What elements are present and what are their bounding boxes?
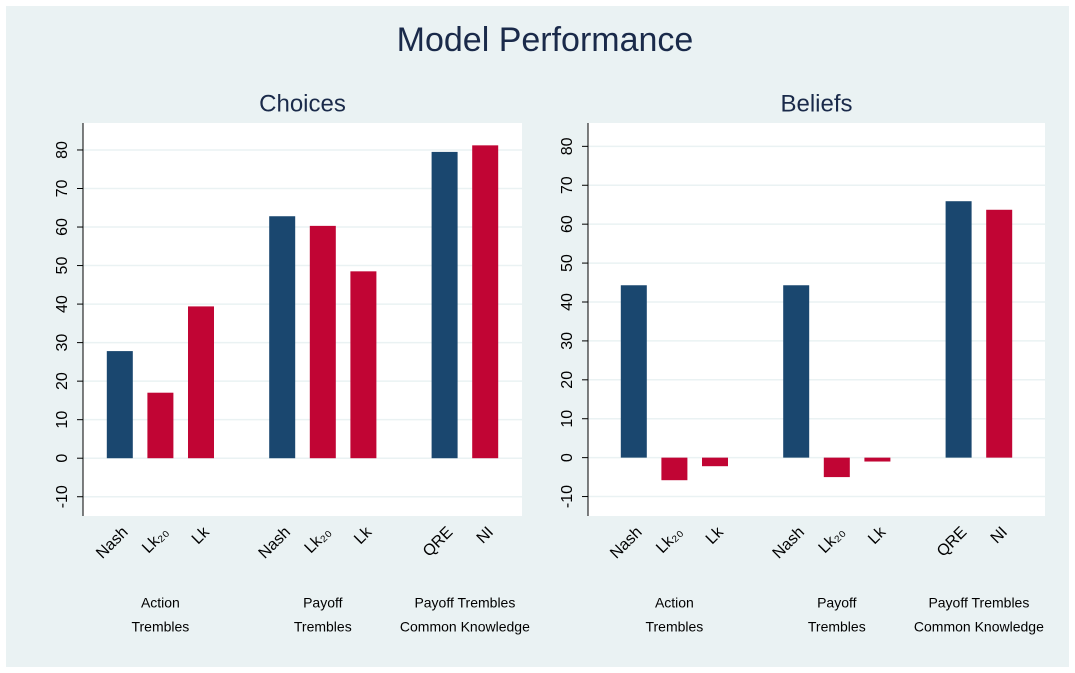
panel-title: Beliefs	[780, 90, 852, 117]
y-tick-label: 20	[559, 371, 576, 389]
bar	[620, 285, 647, 458]
y-tick-label: 60	[559, 215, 576, 233]
bar	[661, 457, 688, 481]
y-tick-label: 20	[54, 372, 71, 390]
y-tick-label: 70	[559, 176, 576, 194]
bar	[823, 457, 850, 478]
y-tick-label: -10	[559, 485, 576, 508]
y-tick-label: 0	[559, 453, 576, 462]
bar	[702, 457, 728, 467]
y-tick-label: 40	[559, 293, 576, 311]
y-tick-label: 50	[559, 254, 576, 272]
group-label: Payoff	[303, 595, 343, 611]
group-label: Trembles	[645, 619, 703, 635]
y-tick-label: 0	[54, 454, 71, 463]
bar	[309, 225, 336, 459]
y-tick-label: -10	[54, 485, 71, 508]
main-title: Model Performance	[397, 21, 694, 59]
y-tick-label: 80	[54, 141, 71, 159]
y-tick-label: 50	[54, 257, 71, 275]
y-tick-label: 60	[54, 218, 71, 236]
group-label: Trembles	[294, 619, 352, 635]
y-tick-label: 30	[54, 334, 71, 352]
bar	[269, 216, 296, 459]
bar	[864, 457, 891, 462]
bar	[431, 151, 458, 459]
bar	[147, 392, 174, 459]
bar	[350, 271, 377, 459]
bar	[106, 351, 133, 459]
y-tick-label: 30	[559, 332, 576, 350]
group-label: Trembles	[131, 619, 189, 635]
y-tick-label: 70	[54, 180, 71, 198]
group-label: Action	[141, 595, 180, 611]
y-tick-label: 10	[54, 411, 71, 429]
bar	[945, 201, 972, 458]
group-label: Common Knowledge	[914, 619, 1044, 635]
bar	[188, 306, 214, 459]
group-label: Payoff Trembles	[928, 595, 1029, 611]
group-label: Payoff Trembles	[414, 595, 515, 611]
bar	[986, 209, 1013, 458]
panel-title: Choices	[259, 90, 346, 117]
group-label: Common Knowledge	[400, 619, 530, 635]
group-label: Action	[655, 595, 694, 611]
group-label: Payoff	[817, 595, 857, 611]
bar	[472, 145, 499, 459]
y-tick-label: 10	[559, 410, 576, 428]
bar	[783, 285, 810, 458]
y-tick-label: 40	[54, 295, 71, 313]
group-label: Trembles	[808, 619, 866, 635]
y-tick-label: 80	[559, 137, 576, 155]
